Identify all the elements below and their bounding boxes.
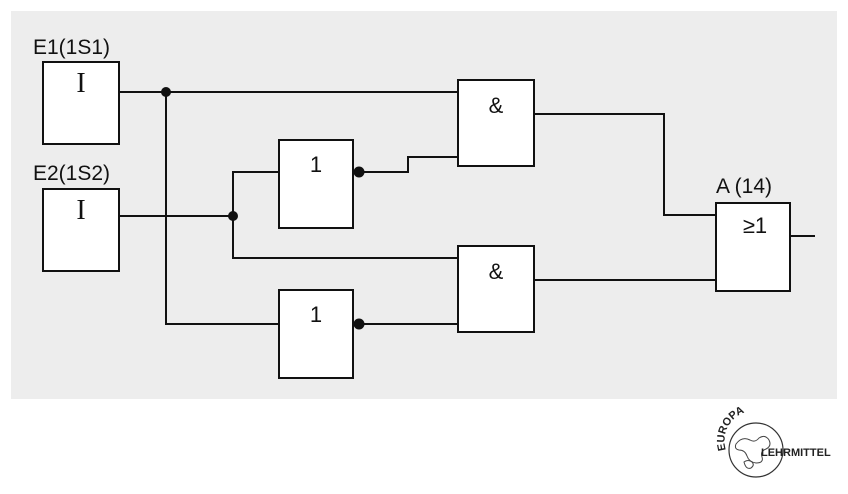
logo-side-text: LEHRMITTEL (761, 447, 831, 459)
input-e2-label: E2(1S2) (33, 162, 110, 185)
input-e1-label: E1(1S1) (33, 36, 110, 59)
wires (119, 91, 815, 325)
and-gate-upper: & (457, 79, 535, 167)
and-gate-upper-symbol: & (489, 93, 504, 118)
junction-e1 (161, 87, 171, 97)
and-gate-upper-box (457, 79, 535, 167)
wire-e2-to-not-upper (232, 171, 279, 216)
logo-globe-island (743, 460, 754, 469)
or-gate-output: ≥1 A (14) (715, 175, 791, 292)
logo-globe-icon (728, 422, 784, 478)
wire-not-upper-to-and-upper (360, 156, 458, 173)
and-gate-lower: & (457, 245, 535, 333)
input-e1: I E1(1S1) (33, 36, 120, 145)
input-e2: I E2(1S2) (33, 162, 120, 272)
not-gate-upper-box (278, 139, 354, 229)
input-e1-box (42, 61, 120, 145)
input-e1-symbol: I (76, 68, 85, 99)
output-a-label: A (14) (716, 175, 772, 198)
logic-circuit-diagram: I E1(1S1) I E2(1S2) 1 (33, 36, 815, 379)
diagram-background (11, 11, 837, 399)
not-gate-lower-symbol: 1 (310, 302, 322, 327)
not-gate-upper-symbol: 1 (310, 152, 322, 177)
wire-e2-to-and-lower (232, 216, 458, 259)
not-gate-upper: 1 (278, 139, 365, 229)
wire-e1-to-not-lower (165, 92, 279, 325)
not-gate-lower-inversion-dot (353, 318, 365, 330)
not-gate-lower: 1 (278, 289, 365, 379)
not-gate-lower-box (278, 289, 354, 379)
europa-lehrmittel-logo: EUROPA LEHRMITTEL (715, 404, 831, 478)
or-gate-symbol: ≥1 (743, 213, 767, 238)
or-gate-box (715, 202, 791, 292)
input-e2-box (42, 188, 120, 272)
input-e2-symbol: I (76, 195, 85, 226)
and-gate-lower-symbol: & (489, 259, 504, 284)
and-gate-lower-box (457, 245, 535, 333)
logo-globe-continents (734, 435, 771, 464)
junction-e2 (228, 211, 238, 221)
wire-and-upper-to-or (534, 113, 716, 216)
not-gate-upper-inversion-dot (353, 166, 365, 178)
